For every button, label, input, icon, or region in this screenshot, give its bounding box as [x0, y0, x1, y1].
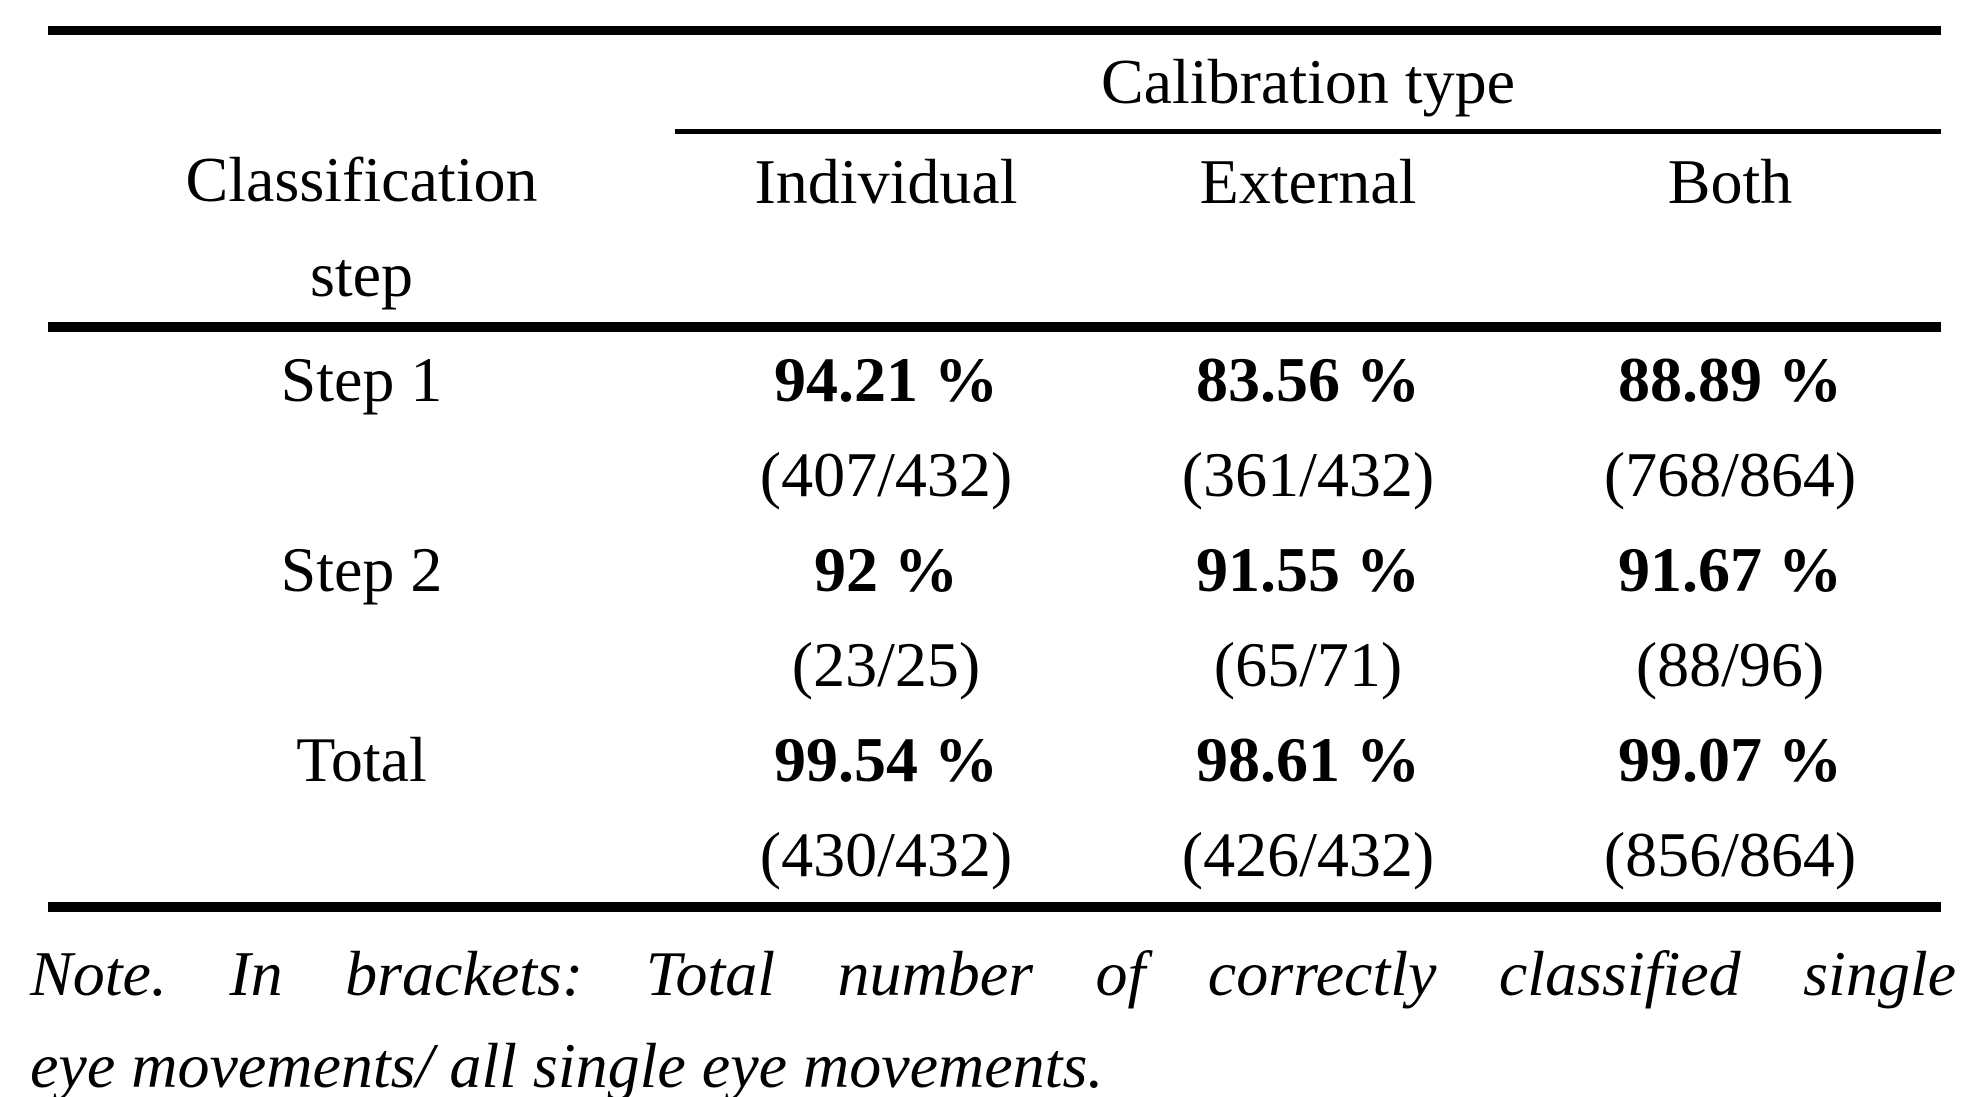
percent-value: 94.21 % — [774, 343, 998, 415]
fraction-value: (430/432) — [759, 818, 1013, 890]
percent-value: 99.54 % — [774, 723, 998, 795]
results-table: Calibration type Classification step Ind… — [48, 26, 1942, 912]
percent-value: 91.55 % — [1196, 533, 1420, 605]
cell-step1-individual: 94.21 % (407/432) — [675, 327, 1097, 522]
calibration-type-spanner: Calibration type — [675, 30, 1942, 134]
percent-value: 98.61 % — [1196, 723, 1420, 795]
col-header-external: External — [1097, 131, 1519, 332]
spanner-row: Calibration type — [48, 30, 1942, 134]
cell-step2-both: 91.67 % (88/96) — [1519, 522, 1941, 712]
cell-step2-external: 91.55 % (65/71) — [1097, 522, 1519, 712]
row-label-step-1: Step 1 — [280, 343, 443, 415]
row-header-line1: Classification — [185, 143, 538, 215]
fraction-value: (88/96) — [1635, 628, 1825, 700]
table-note: Note. In brackets: Total number of corre… — [30, 928, 1956, 1097]
note-line-1: Note. In brackets: Total number of corre… — [30, 938, 1956, 1009]
fraction-value: (768/864) — [1603, 438, 1857, 510]
table-row-step-1: Step 1 94.21 % (407/432) 83.56 % (361/43… — [48, 327, 1941, 522]
cell-step1-both: 88.89 % (768/864) — [1519, 327, 1941, 522]
percent-value: 92 % — [814, 533, 958, 605]
table-row-total: Total 99.54 % (430/432) 98.61 % (426/432… — [48, 712, 1941, 907]
cell-total-individual: 99.54 % (430/432) — [675, 712, 1097, 907]
row-label-total: Total — [296, 723, 427, 795]
row-header-line2: step — [309, 238, 414, 310]
corner-cell — [48, 31, 675, 132]
percent-value: 99.07 % — [1618, 723, 1843, 795]
row-label-step-2: Step 2 — [280, 533, 443, 605]
fraction-value: (407/432) — [759, 438, 1013, 510]
fraction-value: (65/71) — [1213, 628, 1403, 700]
row-header-classification-step: Classification step — [48, 131, 675, 332]
table-row-step-2: Step 2 92 % (23/25) 91.55 % (65/71) 91.6… — [48, 522, 1941, 712]
fraction-value: (361/432) — [1181, 438, 1435, 510]
cell-step1-external: 83.56 % (361/432) — [1097, 327, 1519, 522]
col-header-both: Both — [1519, 131, 1942, 332]
column-header-row: Classification step Individual External … — [48, 131, 1942, 332]
cell-total-external: 98.61 % (426/432) — [1097, 712, 1519, 907]
note-line-2: eye movements/ all single eye movements. — [30, 1030, 1104, 1097]
cell-step2-individual: 92 % (23/25) — [675, 522, 1097, 712]
fraction-value: (23/25) — [791, 628, 981, 700]
col-header-individual: Individual — [675, 131, 1097, 332]
cell-total-both: 99.07 % (856/864) — [1519, 712, 1941, 907]
percent-value: 88.89 % — [1618, 343, 1843, 415]
fraction-value: (856/864) — [1603, 818, 1857, 890]
fraction-value: (426/432) — [1181, 818, 1435, 890]
percent-value: 91.67 % — [1618, 533, 1843, 605]
percent-value: 83.56 % — [1196, 343, 1420, 415]
